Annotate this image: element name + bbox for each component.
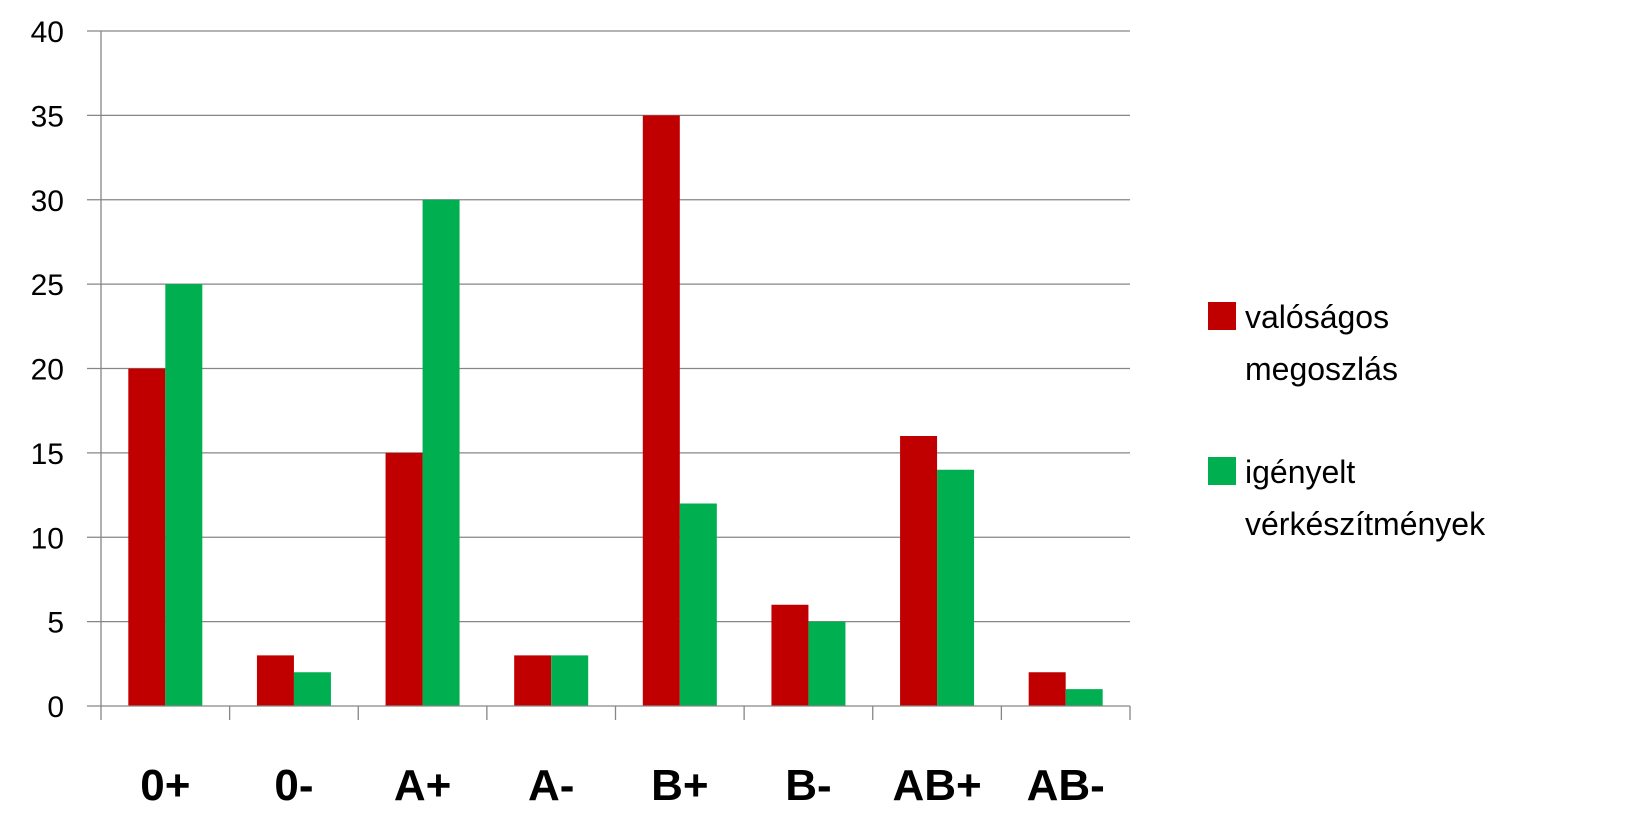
y-tick-label: 10: [31, 522, 64, 555]
x-tick-label: A+: [394, 761, 451, 810]
bar-series2-A+: [422, 199, 460, 706]
bars: [128, 115, 1103, 706]
y-tick-label: 40: [31, 16, 64, 49]
legend-label: megoszlás: [1245, 351, 1398, 387]
y-tick-label: 30: [31, 185, 64, 218]
bar-series1-AB-: [1028, 672, 1066, 706]
y-axis-ticks: 0 5 10 15 20 25 30 35 40: [31, 16, 64, 724]
legend-swatch: [1208, 457, 1236, 485]
y-tick-label: 5: [47, 607, 64, 640]
axes: [87, 31, 1131, 720]
x-tick-label: A-: [528, 761, 574, 810]
x-tick-label: B+: [651, 761, 708, 810]
bar-series2-B-: [808, 621, 846, 706]
bar-series1-A+: [385, 452, 423, 706]
y-tick-label: 15: [31, 438, 64, 471]
bar-series1-B-: [771, 604, 809, 706]
x-tick-label: 0-: [274, 761, 313, 810]
bar-series2-B+: [679, 503, 717, 706]
bar-series1-0-: [256, 655, 294, 706]
bar-series1-B+: [642, 115, 680, 706]
legend: valóságos megoszlás igényelt vérkészítménye…: [1208, 299, 1486, 542]
legend-label: valóságos: [1245, 299, 1389, 335]
legend-label: igényelt: [1245, 454, 1355, 490]
x-tick-label: 0+: [140, 761, 190, 810]
x-tick-label: B-: [785, 761, 831, 810]
x-tick-label: AB+: [892, 761, 981, 810]
bar-series2-0-: [293, 672, 331, 706]
y-tick-label: 20: [31, 354, 64, 387]
bar-series2-AB-: [1065, 689, 1103, 706]
gridlines: [87, 30, 1130, 623]
bar-series2-A-: [551, 655, 589, 706]
bar-series2-AB+: [937, 469, 975, 706]
x-axis-ticks: 0+ 0- A+ A- B+ B- AB+ AB-: [140, 761, 1105, 810]
y-tick-label: 0: [47, 691, 64, 724]
bar-series1-0+: [128, 368, 166, 706]
y-tick-label: 35: [31, 100, 64, 133]
x-tick-label: AB-: [1027, 761, 1105, 810]
bar-series1-AB+: [900, 436, 938, 706]
y-tick-label: 25: [31, 269, 64, 302]
legend-swatch: [1208, 302, 1236, 330]
bar-series1-A-: [514, 655, 552, 706]
legend-label: vérkészítmények: [1245, 506, 1486, 542]
bar-series2-0+: [165, 284, 203, 706]
